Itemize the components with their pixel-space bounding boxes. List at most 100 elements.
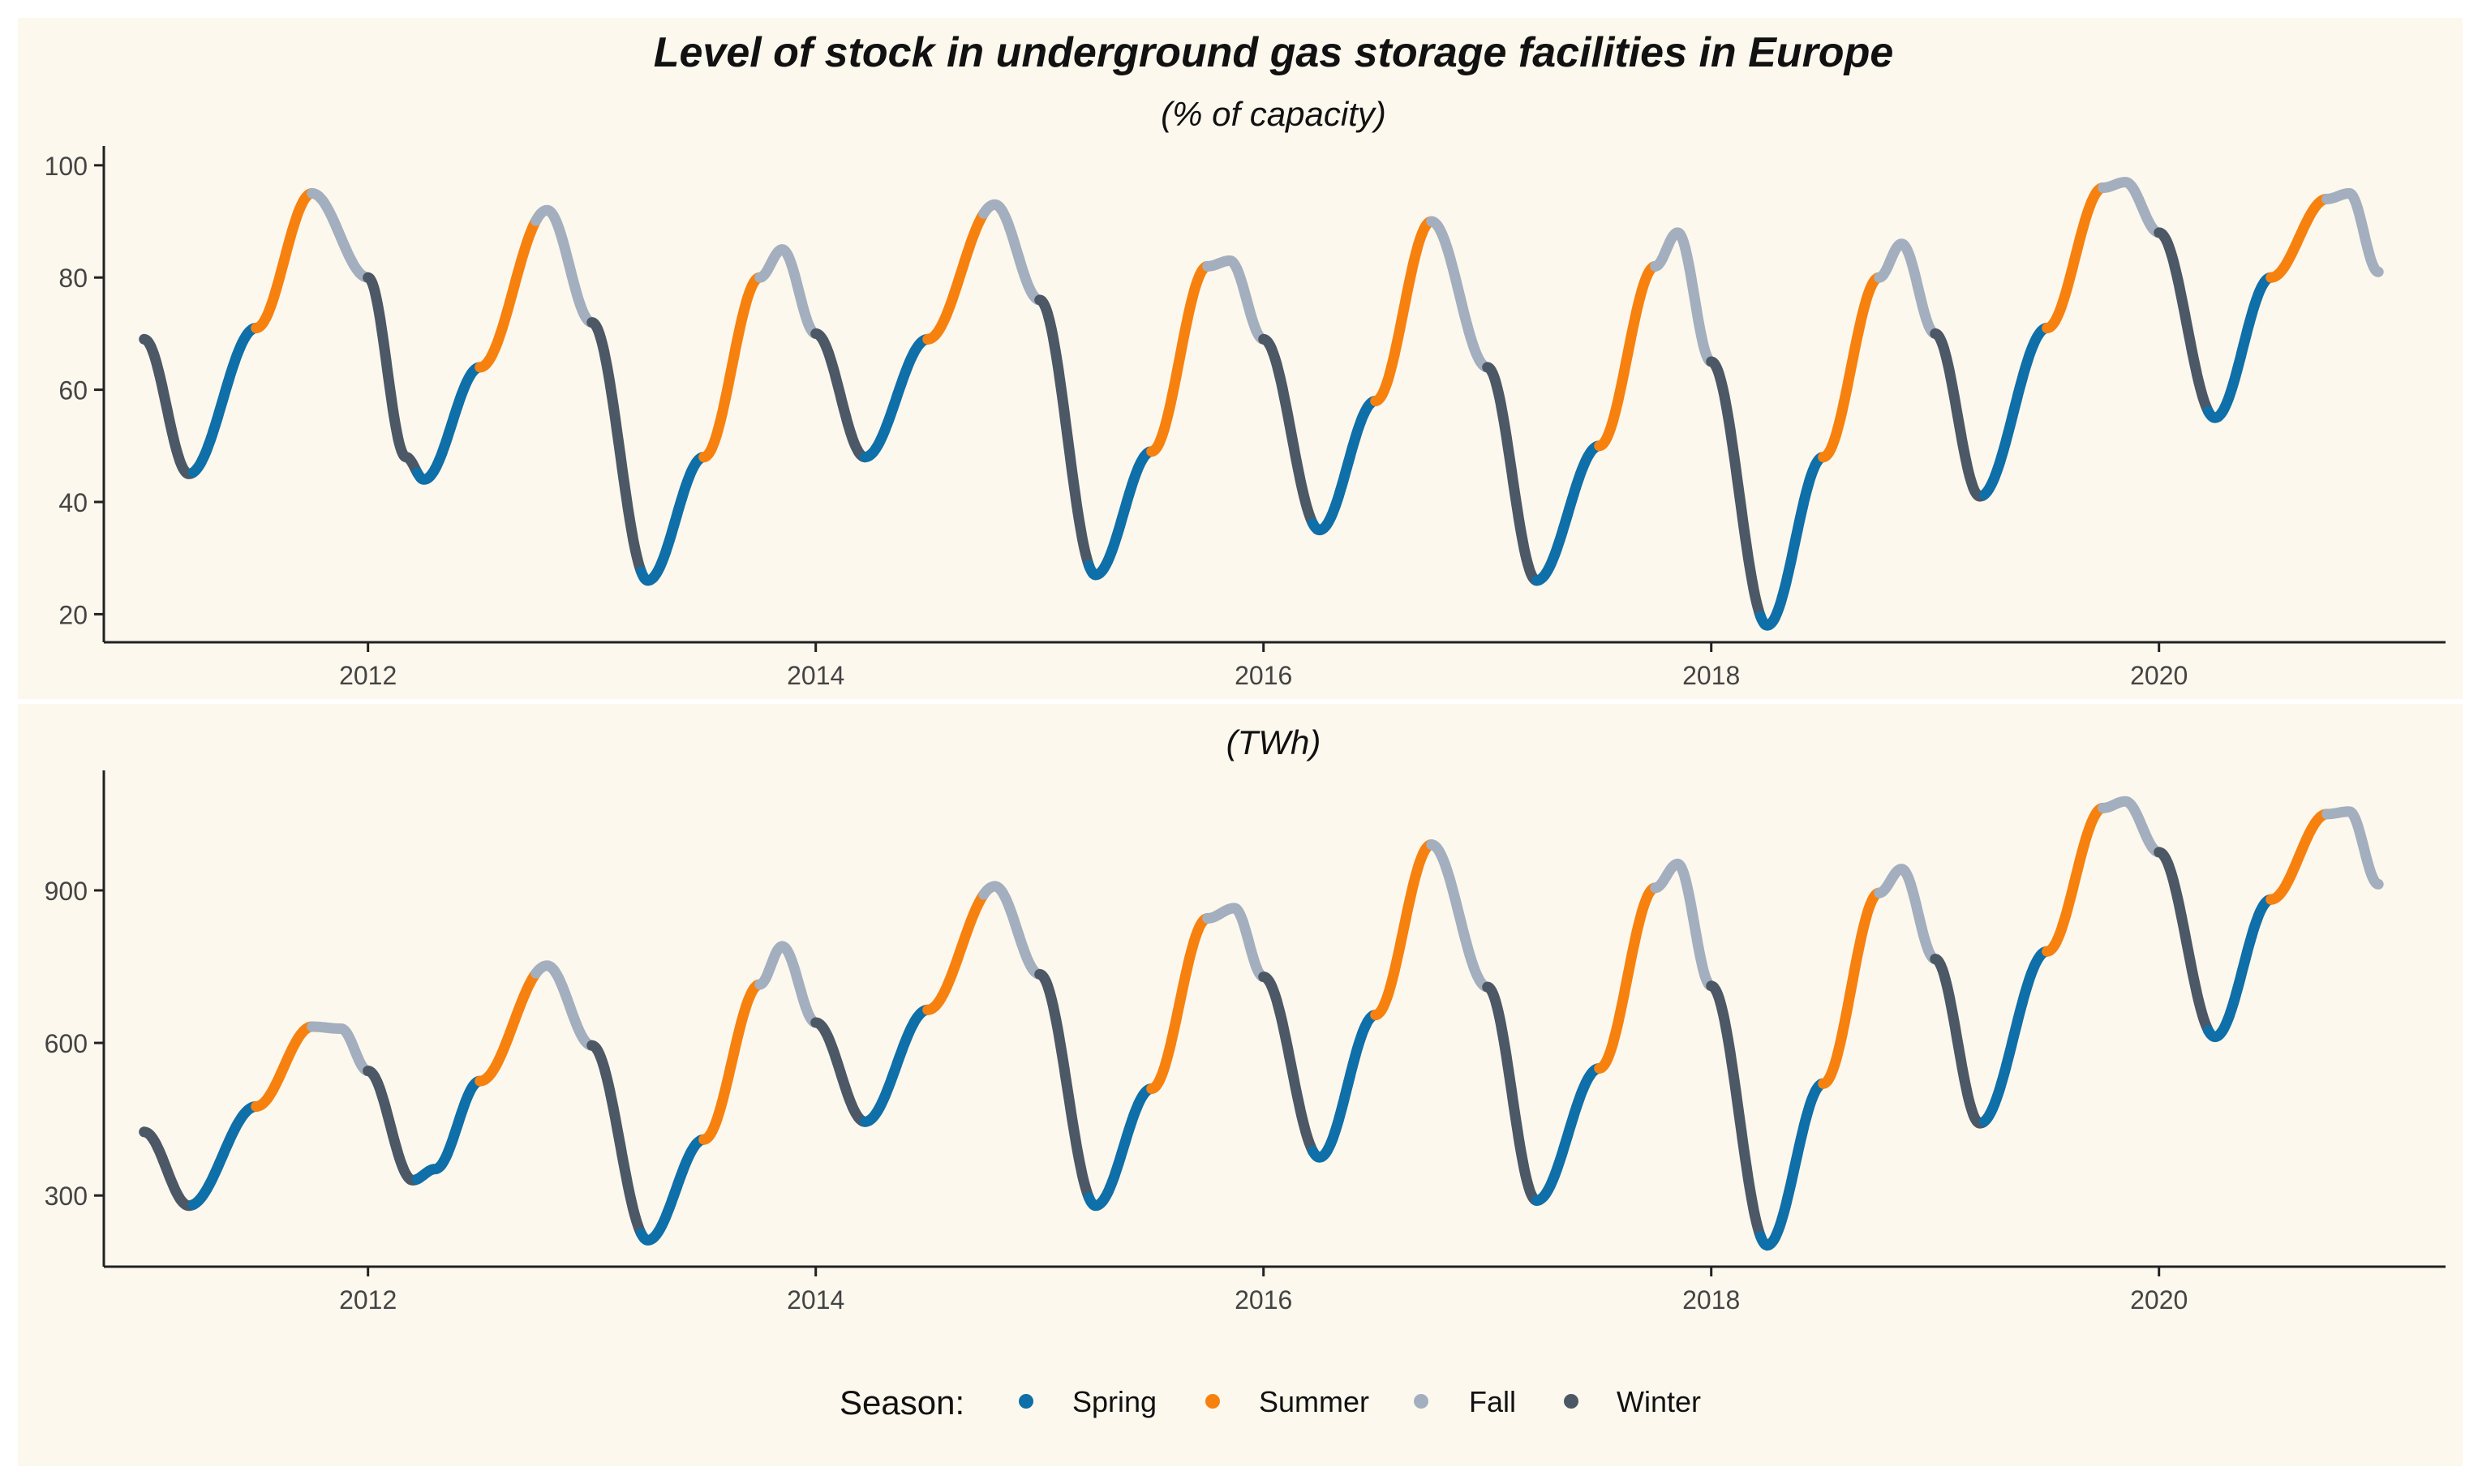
top-subtitle: (% of capacity)	[1161, 95, 1386, 133]
top-y-tick-label: 80	[58, 264, 88, 293]
top-series-segment-winter	[586, 317, 646, 577]
top-series-segment-fall	[2098, 177, 2165, 238]
top-series-segment-summer	[1818, 272, 1885, 463]
top-x-tick-label: 2018	[1682, 661, 1740, 690]
top-x-tick-label: 2020	[2130, 661, 2188, 690]
bottom-series-segment-summer	[1146, 912, 1213, 1094]
legend-label-winter: Winter	[1617, 1385, 1701, 1418]
top-series-segment-spring	[1307, 396, 1381, 536]
bottom-series-segment-summer	[698, 979, 766, 1145]
top-series-segment-spring	[2202, 272, 2277, 423]
top-series-segment-winter	[1482, 362, 1542, 586]
top-series-segment-fall	[2321, 187, 2384, 277]
bottom-series-segment-fall	[978, 881, 1046, 980]
top-series-segment-fall	[530, 204, 598, 328]
bottom-series-segment-spring	[1531, 1062, 1605, 1206]
bottom-series-segment-winter	[1482, 981, 1542, 1206]
legend-key-winter	[1564, 1394, 1578, 1409]
bottom-series-segment-fall	[754, 941, 822, 1028]
bottom-x-tick-label: 2018	[1682, 1285, 1740, 1315]
bottom-series-segment-spring	[2202, 894, 2277, 1043]
top-series-segment-winter	[1930, 328, 1990, 502]
top-panel-background	[18, 18, 2463, 699]
bottom-series-segment-spring	[635, 1134, 710, 1246]
bottom-x-tick-label: 2014	[787, 1285, 844, 1315]
top-series-segment-summer	[698, 272, 766, 463]
bottom-series-segment-fall	[1650, 858, 1717, 992]
bottom-x-tick-label: 2016	[1235, 1285, 1292, 1315]
bottom-series-segment-spring	[187, 1101, 262, 1210]
bottom-series-segment-spring	[1754, 1078, 1829, 1251]
top-series-segment-spring	[187, 323, 262, 478]
top-series-segment-winter	[139, 333, 199, 479]
bottom-series-segment-summer	[1370, 839, 1437, 1021]
top-series-segment-summer	[1594, 260, 1661, 452]
bottom-series-segment-summer	[2042, 802, 2109, 957]
bottom-series-segment-fall	[1202, 903, 1269, 983]
top-series-segment-summer	[922, 208, 990, 345]
legend-label-spring: Spring	[1072, 1385, 1157, 1418]
top-series-segment-winter	[1706, 356, 1766, 622]
legend: Season: Spring Summer Fall Winter	[840, 1383, 1701, 1422]
top-series-segment-fall	[1426, 216, 1493, 373]
bottom-series-segment-fall	[2098, 796, 2165, 858]
top-x-tick-label: 2014	[787, 661, 844, 690]
top-series-segment-summer	[251, 187, 318, 333]
bottom-series-segment-spring	[1978, 946, 2053, 1127]
legend-key-fall	[1414, 1394, 1428, 1409]
bottom-series-segment-winter	[1258, 971, 1318, 1156]
top-series-segment-fall	[1650, 227, 1717, 367]
top-series-segment-summer	[475, 215, 542, 373]
bottom-subtitle: (TWh)	[1226, 723, 1321, 761]
bottom-series-segment-spring	[1083, 1083, 1157, 1212]
bottom-y-tick-label: 300	[45, 1182, 88, 1211]
bottom-series-segment-spring	[859, 1004, 934, 1127]
bottom-series-segment-winter	[1930, 954, 1990, 1129]
top-series-segment-spring	[1754, 452, 1829, 631]
top-series-segment-spring	[1083, 446, 1157, 581]
top-series-segment-fall	[1874, 238, 1941, 339]
bottom-series-segment-fall	[1426, 839, 1493, 993]
top-series-segment-spring	[635, 452, 710, 586]
top-series-segment-winter	[810, 328, 870, 463]
top-plot-area: 20 40 60 80 100 2012 2014 2016 2018 2020	[45, 146, 2446, 690]
bottom-series-segment-winter	[810, 1017, 870, 1127]
bottom-y-tick-label: 900	[45, 877, 88, 906]
top-x-tick-label: 2012	[339, 661, 397, 690]
bottom-series-segment-spring	[411, 1075, 486, 1185]
top-y-tick-label: 20	[58, 600, 88, 629]
bottom-series-segment-summer	[922, 889, 990, 1015]
bottom-series-segment-spring	[1307, 1010, 1381, 1163]
top-series-segment-fall	[754, 244, 822, 339]
top-series-segment-winter	[1034, 294, 1094, 571]
bottom-series-segment-winter	[2154, 847, 2214, 1036]
top-y-tick-label: 40	[58, 488, 88, 517]
legend-key-summer	[1205, 1394, 1220, 1409]
top-series-segment-summer	[1146, 260, 1213, 457]
top-series-segment-fall	[307, 187, 374, 283]
bottom-series-segment-summer	[251, 1021, 318, 1112]
bottom-plot-area: 300 600 900 2012 2014 2016 2018 2020	[45, 770, 2446, 1315]
top-series-segment-winter	[1258, 333, 1318, 529]
bottom-x-tick-label: 2012	[339, 1285, 397, 1315]
bottom-series-segment-summer	[1818, 887, 1885, 1089]
bottom-series-segment-winter	[139, 1126, 199, 1212]
chart-title: Level of stock in underground gas storag…	[654, 29, 1894, 76]
bottom-series-segment-winter	[1034, 968, 1094, 1203]
bottom-series-segment-summer	[475, 967, 542, 1087]
top-series-segment-fall	[978, 199, 1046, 306]
top-series-segment-spring	[1531, 440, 1605, 586]
top-y-tick-label: 60	[58, 376, 88, 405]
bottom-series-segment-fall	[307, 1021, 374, 1077]
bottom-series-segment-fall	[1874, 864, 1941, 965]
legend-label-fall: Fall	[1469, 1385, 1516, 1418]
legend-title: Season:	[840, 1383, 964, 1422]
bottom-panel-background	[18, 704, 2463, 1466]
top-y-tick-label: 100	[45, 152, 88, 181]
top-series-segment-summer	[2042, 182, 2109, 333]
bottom-series-segment-winter	[586, 1040, 646, 1239]
legend-label-summer: Summer	[1259, 1385, 1369, 1418]
bottom-x-tick-label: 2020	[2130, 1285, 2188, 1315]
bottom-y-tick-label: 600	[45, 1029, 88, 1058]
